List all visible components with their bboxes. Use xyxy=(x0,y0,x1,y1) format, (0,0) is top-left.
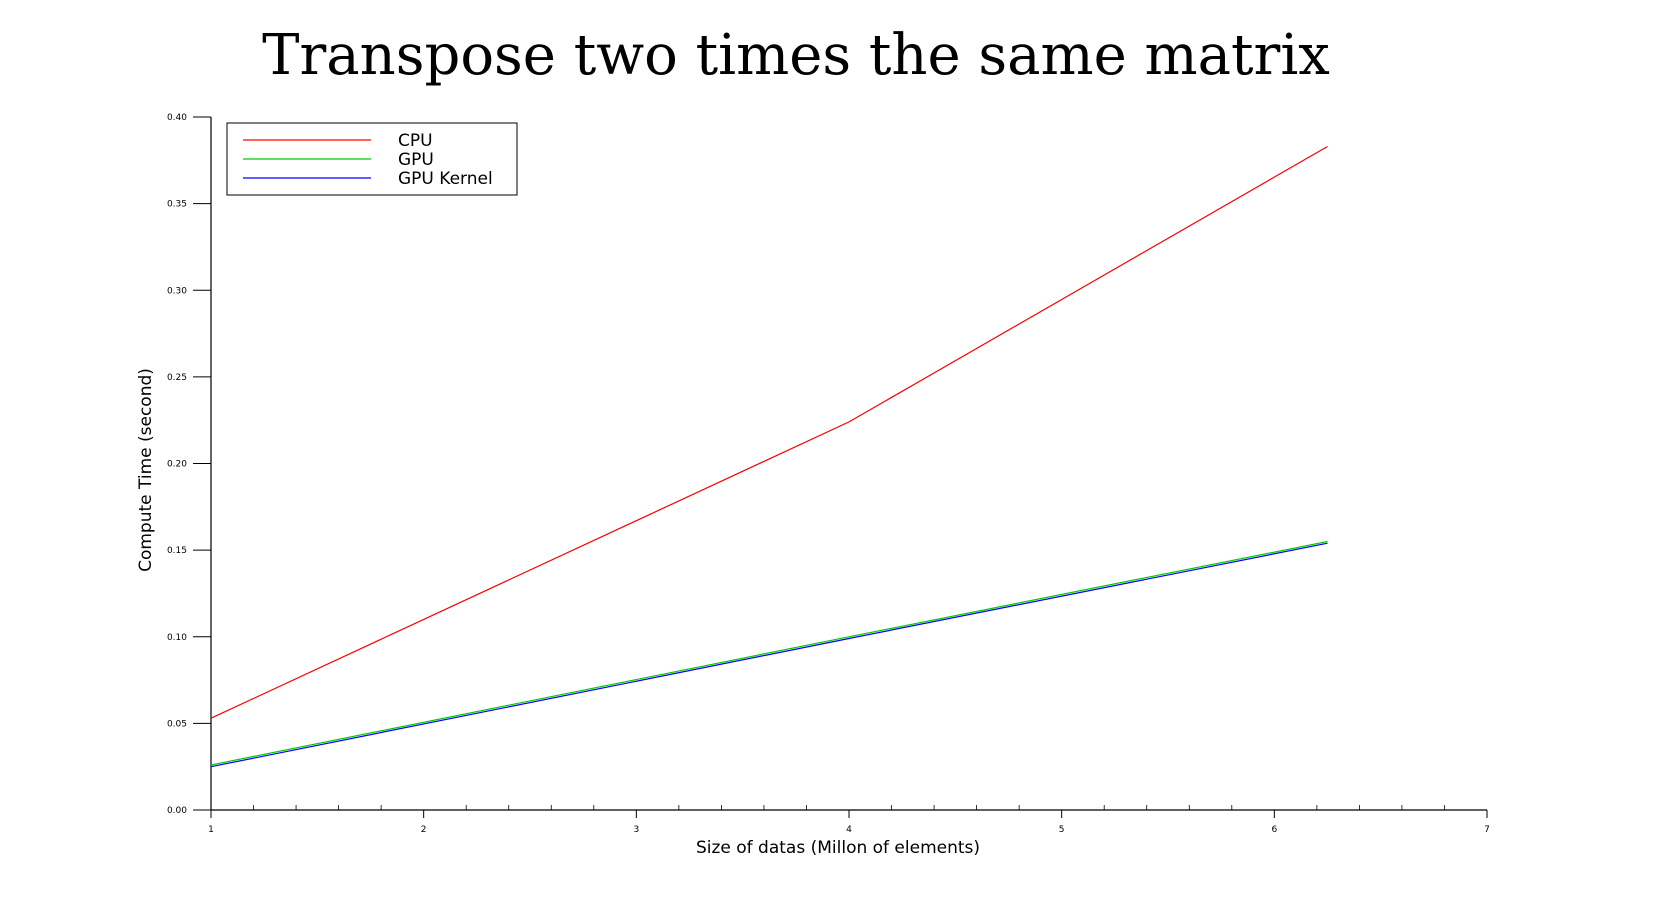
y-axis-label: Compute Time (second) xyxy=(136,368,156,572)
series-line-gpu-kernel xyxy=(210,542,1328,768)
x-tick-label: 2 xyxy=(421,825,427,835)
series-line-cpu xyxy=(210,145,1328,719)
legend-label: GPU xyxy=(398,150,434,170)
y-tick-label: 0.00 xyxy=(167,806,187,816)
x-axis-label: Size of datas (Millon of elements) xyxy=(696,838,980,858)
series-lines xyxy=(210,145,1328,768)
y-tick-label: 0.30 xyxy=(167,286,187,296)
x-tick-label: 1 xyxy=(208,825,214,835)
y-tick-label: 0.35 xyxy=(167,200,187,210)
y-tick-label: 0.25 xyxy=(167,373,187,383)
x-tick-label: 6 xyxy=(1271,825,1277,835)
axis-ticks xyxy=(193,116,1488,818)
y-tick-label: 0.20 xyxy=(167,460,187,470)
y-tick-label: 0.05 xyxy=(167,719,187,729)
legend-label: GPU Kernel xyxy=(398,169,493,189)
x-tick-label: 7 xyxy=(1484,825,1490,835)
chart-title: Transpose two times the same matrix xyxy=(262,23,1330,88)
x-tick-label: 4 xyxy=(846,825,852,835)
y-tick-label: 0.15 xyxy=(167,546,187,556)
x-tick-label: 3 xyxy=(633,825,639,835)
legend-label: CPU xyxy=(398,131,433,151)
series-line-gpu xyxy=(210,540,1328,766)
axis-tick-labels: 1 2 3 4 5 6 7 0.00 0.05 0.10 0.15 0.20 0.25 0.30 0.35 0… xyxy=(167,113,1490,835)
plot-axes xyxy=(210,117,1487,811)
x-tick-label: 5 xyxy=(1059,825,1065,835)
y-tick-label: 0.40 xyxy=(167,113,187,123)
y-tick-label: 0.10 xyxy=(167,633,187,643)
